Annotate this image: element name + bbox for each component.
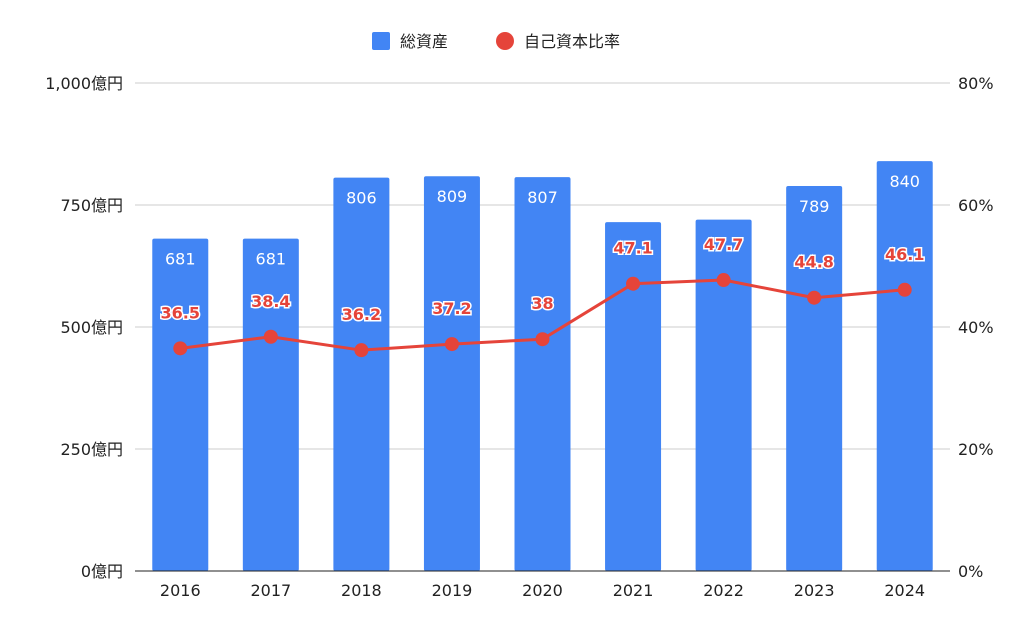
x-tick-label: 2020 [522,581,563,600]
bar [605,222,662,571]
line-data-label: 46.1 [885,245,924,264]
bar [695,219,752,571]
bar-data-label: 806 [346,189,377,208]
y-axis-left: 0億円 250億円 500億円 750億円 1,000億円 [45,74,123,581]
bar [876,161,933,571]
y-right-tick-label: 80% [958,74,994,93]
x-tick-label: 2022 [703,581,744,600]
legend: 総資産 自己資本比率 [372,32,620,51]
x-tick-label: 2018 [341,581,382,600]
line-data-label: 36.5 [161,303,200,322]
line-data-label: 37.2 [432,299,471,318]
ratio-point [444,337,459,352]
x-tick-label: 2021 [613,581,654,600]
bar-data-label: 789 [799,197,830,216]
bar [152,238,209,571]
x-axis: 2016 2017 2018 2019 2020 2021 2022 2023 2024 [160,581,925,600]
x-tick-label: 2017 [250,581,291,600]
y-left-tick-label: 500億円 [60,318,123,337]
bar-data-label: 840 [889,172,920,191]
legend-swatch-bar [372,32,390,50]
bar-data-label: 807 [527,188,558,207]
y-left-tick-label: 0億円 [81,562,123,581]
ratio-point [897,282,912,297]
bar-series [152,161,933,571]
bar [333,177,390,571]
line-data-label: 38.4 [251,292,290,311]
line-data-labels: 36.5 38.4 36.2 37.2 38 47.1 47.7 44.8 46.1 [159,234,926,326]
line-data-label: 36.2 [342,305,381,324]
y-right-tick-label: 40% [958,318,994,337]
ratio-point [626,276,641,291]
bar [786,185,843,571]
legend-swatch-line [496,32,514,50]
y-axis-right: 0% 20% 40% 60% 80% [958,74,994,581]
y-left-tick-label: 250億円 [60,440,123,459]
ratio-point [354,343,369,358]
line-data-label: 47.7 [704,235,743,254]
line-data-label: 47.1 [613,239,652,258]
legend-label-bar: 総資産 [400,32,448,51]
x-tick-label: 2023 [794,581,835,600]
y-left-tick-label: 1,000億円 [45,74,123,93]
x-tick-label: 2024 [884,581,925,600]
line-series [173,273,912,358]
ratio-point [263,329,278,344]
x-tick-label: 2016 [160,581,201,600]
bar-data-label: 681 [165,250,196,269]
line-data-label: 44.8 [794,253,833,272]
legend-label-line: 自己資本比率 [524,32,620,51]
line-data-label: 38 [531,294,553,313]
bar [242,238,299,571]
y-right-tick-label: 0% [958,562,983,581]
y-left-tick-label: 750億円 [60,196,123,215]
bar [423,176,480,571]
ratio-point [173,341,188,356]
y-right-tick-label: 20% [958,440,994,459]
ratio-point [807,290,822,305]
ratio-point [716,273,731,288]
bar [514,177,571,571]
x-tick-label: 2019 [432,581,473,600]
ratio-point [535,332,550,347]
bar-data-label: 809 [437,187,468,206]
bar-data-label: 681 [256,250,287,269]
bar-data-labels: 681 681 806 809 807 789 840 [165,172,920,269]
y-right-tick-label: 60% [958,196,994,215]
